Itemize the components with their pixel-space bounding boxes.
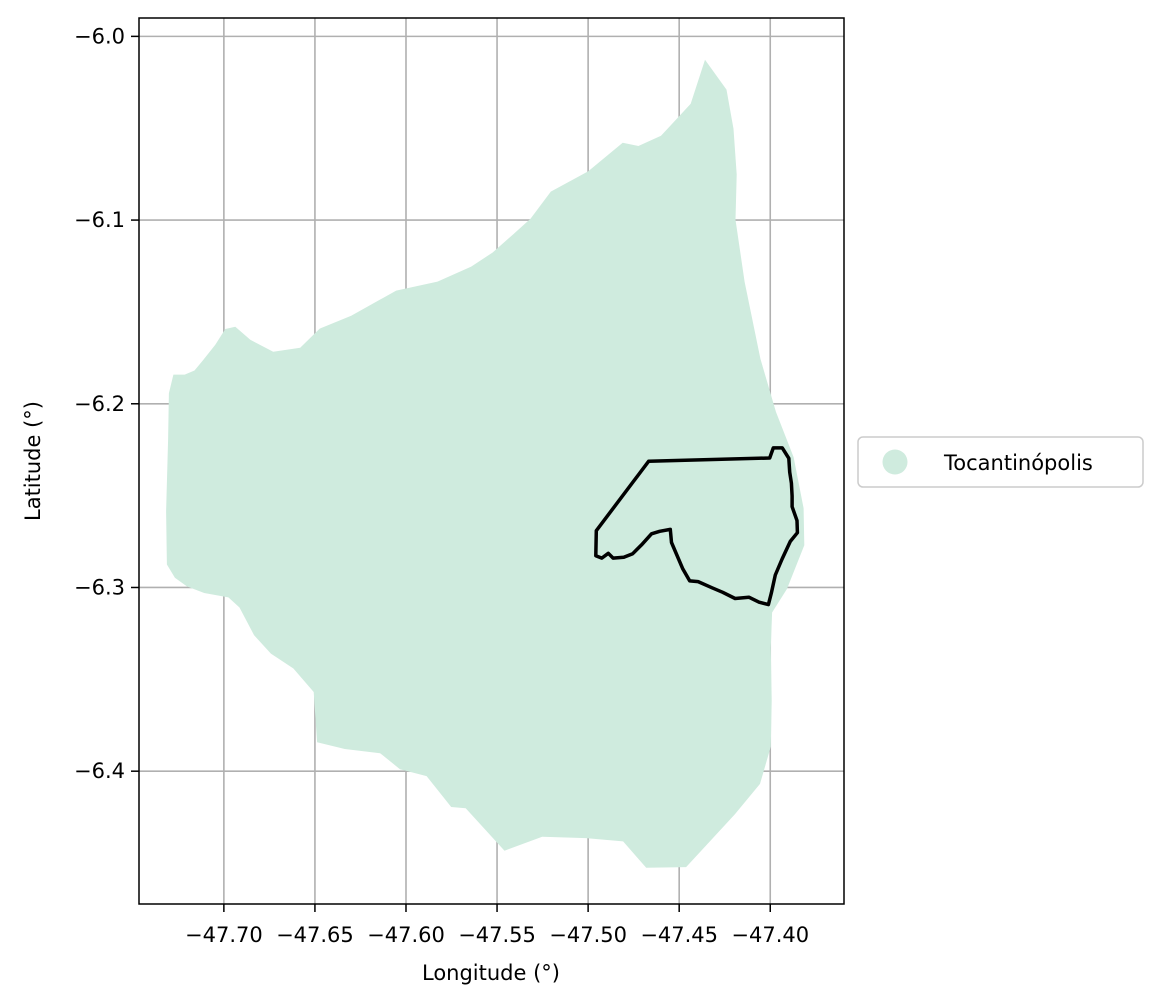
y-axis-label: Latitude (°): [21, 401, 45, 521]
x-tick-label: −47.60: [367, 923, 445, 947]
x-axis-ticks: −47.70 −47.65 −47.60 −47.55 −47.50 −47.45 −47.…: [185, 904, 809, 947]
y-axis-ticks: −6.0 −6.1 −6.2 −6.3 −6.4: [74, 24, 139, 783]
tocantinopolis-region: [166, 59, 805, 868]
y-tick-label: −6.0: [74, 24, 125, 48]
x-tick-label: −47.45: [640, 923, 718, 947]
legend: Tocantinópolis: [857, 436, 1144, 488]
y-tick-label: −6.3: [74, 575, 125, 599]
y-tick-label: −6.2: [74, 392, 125, 416]
legend-box: [857, 436, 1144, 488]
x-tick-label: −47.50: [549, 923, 627, 947]
highlighted-boundary-outline: [594, 446, 800, 607]
x-tick-label: −47.40: [731, 923, 809, 947]
legend-marker-circle-icon: [882, 449, 908, 475]
y-tick-label: −6.1: [74, 208, 125, 232]
x-tick-label: −47.70: [185, 923, 263, 947]
plot-frame: [138, 17, 845, 905]
x-axis-label: Longitude (°): [422, 961, 560, 985]
x-tick-label: −47.65: [276, 923, 354, 947]
x-tick-label: −47.55: [458, 923, 536, 947]
y-tick-label: −6.4: [74, 759, 125, 783]
legend-label-tocantinopolis: Tocantinópolis: [943, 451, 1093, 475]
